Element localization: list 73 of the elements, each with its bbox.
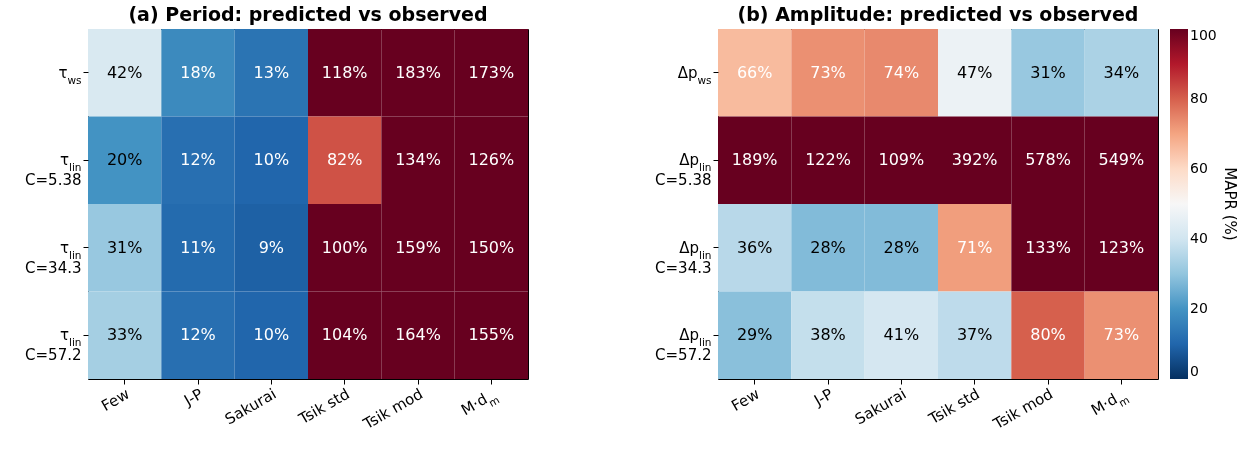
- data-label: 42%: [106, 62, 143, 82]
- y-tick-label: Δp$_{lin}$ C=34.3: [655, 238, 712, 277]
- data-label: 173%: [468, 62, 515, 82]
- data-label: 28%: [883, 237, 920, 257]
- color-bar-title: MAPR (%): [1221, 167, 1239, 241]
- color-bar-label: 100: [1190, 27, 1217, 43]
- data-label: 133%: [1025, 237, 1071, 257]
- data-label: 104%: [321, 325, 368, 345]
- data-label: 37%: [956, 325, 993, 345]
- data-label: 18%: [180, 62, 216, 82]
- data-label: 36%: [736, 237, 773, 257]
- data-label: 155%: [468, 325, 515, 345]
- data-label: 33%: [106, 325, 143, 345]
- data-label: 578%: [1025, 150, 1071, 170]
- y-tick-label: τ$_{lin}$ C=34.3: [25, 238, 82, 277]
- data-label: 80%: [1030, 325, 1066, 345]
- x-tick-label: Few: [98, 384, 133, 416]
- color-bar-label: 40: [1190, 230, 1208, 246]
- data-label: 20%: [106, 150, 143, 170]
- data-label: 38%: [810, 325, 846, 345]
- data-label: 118%: [321, 62, 368, 82]
- x-tick-label: J-P: [180, 384, 206, 411]
- data-label: 9%: [258, 237, 285, 257]
- data-label: 31%: [1030, 62, 1066, 82]
- color-bar-label: 60: [1190, 160, 1208, 176]
- data-label: 71%: [956, 237, 993, 257]
- data-label: 11%: [180, 237, 216, 257]
- color-bar-label: 20: [1190, 300, 1208, 316]
- data-label: 74%: [883, 62, 920, 82]
- data-label: 10%: [253, 150, 290, 170]
- data-label: 47%: [956, 62, 993, 82]
- data-label: 73%: [1103, 325, 1140, 345]
- y-tick-label: τ$_{lin}$ C=57.2: [25, 326, 82, 365]
- color-bar-label: 0: [1190, 363, 1199, 379]
- data-label: 12%: [180, 150, 216, 170]
- data-label: 73%: [810, 62, 846, 82]
- data-label: 12%: [180, 325, 216, 345]
- chart-title: (a) Period: predicted vs observed: [128, 3, 488, 25]
- data-label: 126%: [468, 150, 515, 170]
- data-label: 100%: [321, 237, 368, 257]
- data-label: 189%: [731, 150, 778, 170]
- data-label: 82%: [326, 150, 363, 170]
- data-label: 164%: [395, 325, 441, 345]
- data-label: 28%: [810, 237, 846, 257]
- x-tick-label: Tsik mod: [989, 384, 1056, 434]
- data-label: 134%: [395, 150, 441, 170]
- y-tick-label: Δp$_{lin}$ C=5.38: [655, 151, 712, 190]
- data-label: 183%: [395, 62, 441, 82]
- data-label: 10%: [253, 325, 290, 345]
- data-label: 150%: [468, 237, 515, 257]
- data-label: 34%: [1103, 62, 1140, 82]
- x-tick-label: Few: [728, 384, 763, 416]
- x-tick-label: Tsik std: [924, 384, 983, 429]
- data-label: 549%: [1098, 150, 1145, 170]
- x-tick-label: Tsik mod: [359, 384, 426, 434]
- data-label: 29%: [736, 325, 773, 345]
- data-label: 392%: [951, 150, 998, 170]
- y-tick-label: Δp$_{lin}$ C=57.2: [655, 326, 712, 365]
- y-tick-label: τ$_{lin}$ C=5.38: [25, 151, 82, 190]
- y-tick-label: τ$_{ws}$: [58, 63, 82, 86]
- data-label: 31%: [106, 237, 143, 257]
- x-tick-label: Tsik std: [294, 384, 353, 429]
- data-label: 41%: [883, 325, 920, 345]
- data-label: 123%: [1098, 237, 1145, 257]
- data-label: 159%: [395, 237, 441, 257]
- data-label: 109%: [878, 150, 925, 170]
- x-tick-label: J-P: [810, 384, 836, 411]
- data-label: 66%: [736, 62, 773, 82]
- data-label: 122%: [805, 150, 851, 170]
- chart-title: (b) Amplitude: predicted vs observed: [737, 3, 1139, 25]
- color-bar-label: 80: [1190, 90, 1208, 106]
- data-label: 13%: [253, 62, 290, 82]
- y-tick-label: Δp$_{ws}$: [677, 63, 712, 86]
